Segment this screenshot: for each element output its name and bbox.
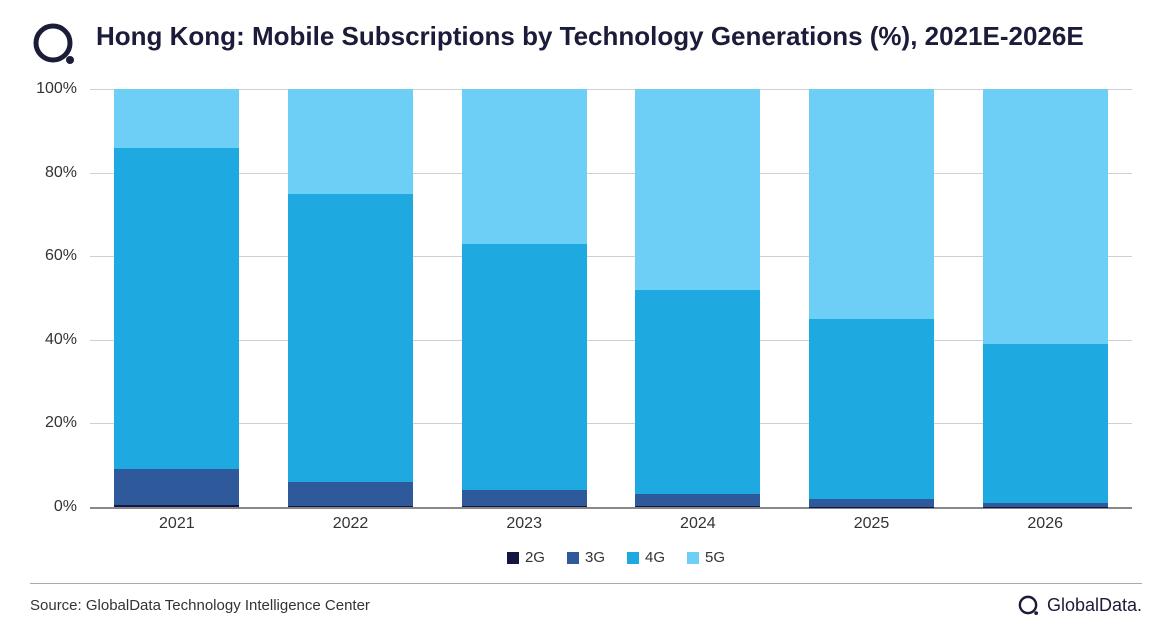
- bar-segment: [635, 89, 760, 290]
- x-tick-label: 2025: [854, 515, 890, 533]
- bar-segment: [635, 506, 760, 507]
- bar-segment: [809, 319, 934, 499]
- source-text: Source: GlobalData Technology Intelligen…: [30, 597, 370, 614]
- legend-label: 5G: [705, 549, 725, 566]
- bar-column: 2022: [264, 89, 438, 507]
- brand-text: GlobalData.: [1047, 595, 1142, 616]
- bar-column: 2025: [785, 89, 959, 507]
- legend: 2G 3G 4G 5G: [90, 549, 1142, 566]
- globaldata-mark-icon: [1017, 594, 1039, 616]
- bar-segment: [983, 344, 1108, 503]
- y-tick-label: 80%: [45, 164, 77, 182]
- bar-column: 2021: [90, 89, 264, 507]
- bar-segment: [114, 148, 239, 470]
- legend-label: 4G: [645, 549, 665, 566]
- bar-segment: [288, 194, 413, 482]
- y-tick-label: 20%: [45, 414, 77, 432]
- header: Hong Kong: Mobile Subscriptions by Techn…: [30, 20, 1142, 71]
- brand: GlobalData.: [1017, 594, 1142, 616]
- bar-column: 2024: [611, 89, 785, 507]
- bar-segment: [462, 89, 587, 244]
- legend-swatch: [627, 552, 639, 564]
- bar-segment: [635, 494, 760, 506]
- stacked-bar: [462, 89, 587, 507]
- legend-swatch: [507, 552, 519, 564]
- bar-segment: [462, 244, 587, 491]
- x-tick-label: 2022: [333, 515, 369, 533]
- stacked-bar: [114, 89, 239, 507]
- chart-title: Hong Kong: Mobile Subscriptions by Techn…: [96, 20, 1084, 54]
- legend-item: 3G: [567, 549, 605, 566]
- bar-segment: [462, 490, 587, 506]
- bar-segment: [983, 89, 1108, 344]
- globaldata-mark-icon: [30, 20, 76, 71]
- bar-column: 2026: [958, 89, 1132, 507]
- y-tick-label: 40%: [45, 331, 77, 349]
- x-tick-label: 2023: [506, 515, 542, 533]
- y-tick-label: 60%: [45, 247, 77, 265]
- bar-segment: [114, 505, 239, 507]
- legend-item: 5G: [687, 549, 725, 566]
- bar-segment: [462, 506, 587, 507]
- legend-item: 2G: [507, 549, 545, 566]
- y-axis: 0%20%40%60%80%100%: [30, 89, 85, 507]
- bar-segment: [114, 469, 239, 505]
- bar-column: 2023: [437, 89, 611, 507]
- stacked-bar: [809, 89, 934, 507]
- x-tick-label: 2024: [680, 515, 716, 533]
- x-tick-label: 2026: [1027, 515, 1063, 533]
- legend-swatch: [567, 552, 579, 564]
- bar-segment: [288, 506, 413, 507]
- bar-segment: [288, 89, 413, 194]
- bar-segment: [809, 499, 934, 507]
- legend-swatch: [687, 552, 699, 564]
- chart: 0%20%40%60%80%100% 202120222023202420252…: [90, 89, 1132, 509]
- legend-label: 2G: [525, 549, 545, 566]
- stacked-bar: [635, 89, 760, 507]
- stacked-bar: [983, 89, 1108, 507]
- legend-label: 3G: [585, 549, 605, 566]
- bar-segment: [288, 482, 413, 506]
- y-tick-label: 0%: [54, 498, 77, 516]
- bar-segment: [114, 89, 239, 148]
- legend-item: 4G: [627, 549, 665, 566]
- bar-segment: [809, 89, 934, 319]
- stacked-bar: [288, 89, 413, 507]
- footer: Source: GlobalData Technology Intelligen…: [30, 583, 1142, 616]
- bars-container: 202120222023202420252026: [90, 89, 1132, 507]
- x-tick-label: 2021: [159, 515, 195, 533]
- y-tick-label: 100%: [36, 80, 77, 98]
- bar-segment: [635, 290, 760, 495]
